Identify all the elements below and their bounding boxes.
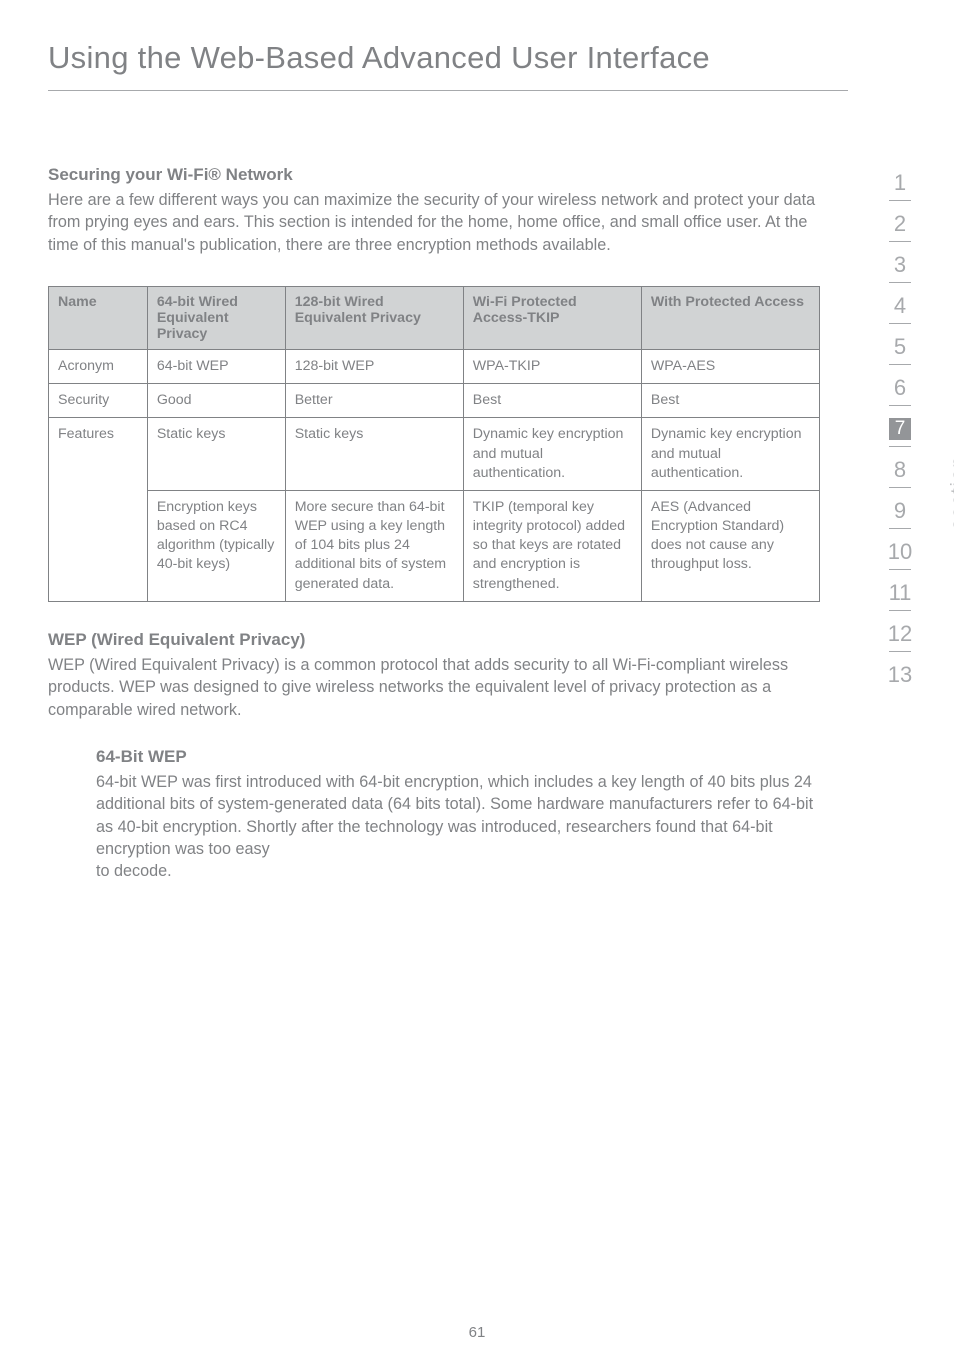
bit64-body: 64-bit WEP was first introduced with 64-… xyxy=(96,771,820,860)
bit64-body2: to decode. xyxy=(96,860,820,882)
nav-10[interactable]: 10 xyxy=(888,541,912,563)
nav-1[interactable]: 1 xyxy=(894,172,906,194)
encryption-table: Name 64-bit Wired Equivalent Privacy 128… xyxy=(48,286,820,602)
nav-rule xyxy=(889,487,911,488)
cell-features-64a: Static keys xyxy=(147,418,285,491)
cell-features-aesb: AES (Advanced Encryption Standard) does … xyxy=(641,490,819,601)
cell-acronym-64: 64-bit WEP xyxy=(147,350,285,384)
cell-security-tkip: Best xyxy=(463,384,641,418)
wep-body: WEP (Wired Equivalent Privacy) is a comm… xyxy=(48,654,820,721)
cell-features-aesa: Dynamic key encryption and mutual authen… xyxy=(641,418,819,491)
nav-rule xyxy=(889,446,911,447)
securing-heading: Securing your Wi-Fi® Network xyxy=(48,165,820,185)
cell-security-label: Security xyxy=(49,384,148,418)
bit64-heading: 64-Bit WEP xyxy=(96,747,820,767)
nav-11[interactable]: 11 xyxy=(889,582,912,604)
nav-rule xyxy=(889,610,911,611)
nav-12[interactable]: 12 xyxy=(888,623,912,645)
cell-features-128a: Static keys xyxy=(285,418,463,491)
cell-features-tkipb: TKIP (temporal key integrity protocol) a… xyxy=(463,490,641,601)
title-rule xyxy=(48,90,848,91)
securing-body: Here are a few different ways you can ma… xyxy=(48,189,820,256)
cell-features-128b: More secure than 64-bit WEP using a key … xyxy=(285,490,463,601)
nav-rule xyxy=(889,241,911,242)
nav-rule xyxy=(889,528,911,529)
th-64: 64-bit Wired Equivalent Privacy xyxy=(147,287,285,350)
wep-heading: WEP (Wired Equivalent Privacy) xyxy=(48,630,820,650)
page-title: Using the Web-Based Advanced User Interf… xyxy=(48,40,710,76)
nav-7-active[interactable]: 7 xyxy=(889,418,911,440)
cell-acronym-aes: WPA-AES xyxy=(641,350,819,384)
nav-rule xyxy=(889,282,911,283)
th-with: With Protected Access xyxy=(641,287,819,350)
nav-6[interactable]: 6 xyxy=(894,377,906,399)
nav-rule xyxy=(889,364,911,365)
nav-rule xyxy=(889,323,911,324)
th-tkip: Wi-Fi Protected Access-TKIP xyxy=(463,287,641,350)
cell-acronym-128: 128-bit WEP xyxy=(285,350,463,384)
nav-4[interactable]: 4 xyxy=(894,295,906,317)
nav-9[interactable]: 9 xyxy=(894,500,906,522)
cell-security-128: Better xyxy=(285,384,463,418)
nav-rule xyxy=(889,200,911,201)
cell-features-64b: Encryption keys based on RC4 algorithm (… xyxy=(147,490,285,601)
th-128: 128-bit Wired Equivalent Privacy xyxy=(285,287,463,350)
cell-acronym-label: Acronym xyxy=(49,350,148,384)
page-number: 61 xyxy=(0,1324,954,1341)
cell-security-aes: Best xyxy=(641,384,819,418)
nav-2[interactable]: 2 xyxy=(894,213,906,235)
section-nav: 1 2 3 4 5 6 7 8 9 10 11 12 13 xyxy=(878,163,922,689)
cell-features-tkipa: Dynamic key encryption and mutual authen… xyxy=(463,418,641,491)
nav-rule xyxy=(889,405,911,406)
nav-3[interactable]: 3 xyxy=(894,254,906,276)
nav-5[interactable]: 5 xyxy=(894,336,906,358)
nav-13[interactable]: 13 xyxy=(888,664,912,686)
section-label: section xyxy=(948,455,954,529)
nav-rule xyxy=(889,569,911,570)
main-content: Securing your Wi-Fi® Network Here are a … xyxy=(48,165,820,883)
cell-features-label: Features xyxy=(49,418,148,601)
th-name: Name xyxy=(49,287,148,350)
nav-8[interactable]: 8 xyxy=(894,459,906,481)
cell-security-64: Good xyxy=(147,384,285,418)
nav-rule xyxy=(889,651,911,652)
cell-acronym-tkip: WPA-TKIP xyxy=(463,350,641,384)
